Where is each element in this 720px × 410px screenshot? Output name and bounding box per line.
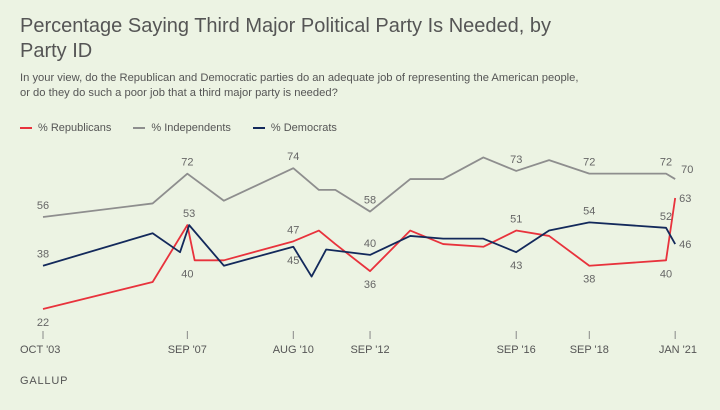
data-label: 45	[287, 255, 299, 267]
data-label: 40	[364, 238, 376, 250]
data-label: 22	[37, 317, 49, 329]
x-tick-label: AUG '10	[273, 344, 314, 356]
chart-legend: % Republicans % Independents % Democrats	[20, 122, 337, 134]
legend-swatch-republicans	[20, 127, 32, 129]
data-label: 74	[287, 151, 299, 163]
data-label: 40	[660, 268, 672, 280]
legend-swatch-democrats	[252, 127, 265, 129]
legend-label-republicans: % Republicans	[38, 122, 112, 134]
data-label: 63	[679, 193, 691, 205]
series-line-2	[42, 221, 676, 278]
source-label: GALLUP	[20, 375, 69, 387]
chart-title: Percentage Saying Third Major Political …	[20, 15, 552, 62]
data-label: 53	[183, 208, 195, 220]
x-tick-label: SEP '16	[497, 344, 536, 356]
legend-item-democrats: % Democrats	[252, 122, 337, 134]
data-label: 36	[364, 279, 376, 291]
chart-subtitle: In your view, do the Republican and Demo…	[20, 72, 579, 99]
data-label: 58	[364, 195, 376, 207]
legend-label-democrats: % Democrats	[270, 122, 337, 134]
data-label: 51	[510, 214, 522, 226]
legend-item-republicans: % Republicans	[20, 122, 111, 134]
data-label: 54	[583, 205, 595, 217]
series-line-0	[42, 197, 677, 310]
series-line-1	[42, 156, 676, 218]
data-label: 56	[37, 200, 49, 212]
x-tick-label: SEP '18	[570, 344, 609, 356]
data-label: 72	[660, 157, 672, 169]
legend-swatch-independents	[133, 127, 146, 129]
data-label: 72	[583, 157, 595, 169]
data-label: 52	[660, 211, 672, 223]
x-tick-label: OCT '03	[20, 344, 60, 356]
data-label: 47	[287, 224, 299, 236]
data-label: 40	[181, 268, 193, 280]
data-label: 73	[510, 154, 522, 166]
data-label: 43	[510, 260, 522, 272]
data-label: 46	[679, 239, 691, 251]
data-label: 70	[681, 164, 693, 176]
legend-label-independents: % Independents	[151, 122, 231, 134]
x-tick-label: SEP '12	[350, 344, 389, 356]
x-tick-label: SEP '07	[168, 344, 207, 356]
data-label: 38	[583, 274, 595, 286]
x-tick-label: JAN '21	[659, 344, 697, 356]
legend-item-independents: % Independents	[133, 122, 231, 134]
data-label: 72	[181, 157, 193, 169]
data-label: 38	[37, 249, 49, 261]
